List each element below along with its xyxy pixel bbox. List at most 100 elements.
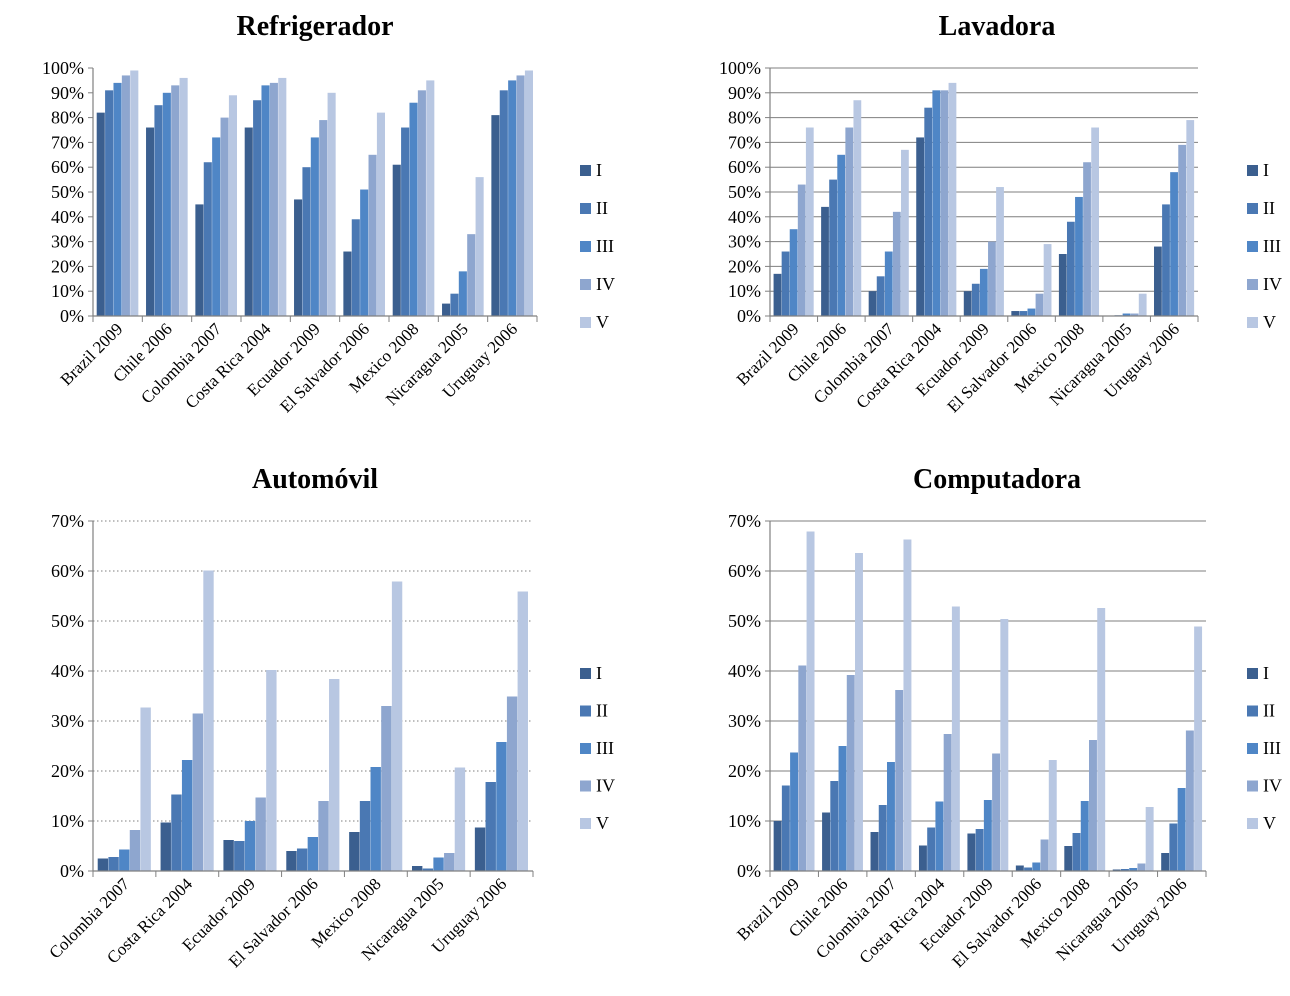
automovil-bar-mexico-2008-iii (370, 767, 381, 871)
automovil-legend-swatch-i (580, 668, 591, 679)
computadora-chart: Computadora0%10%20%30%40%50%60%70%Brazil… (728, 464, 1282, 971)
lavadora-bar-el-salvador-2006-iii (1027, 308, 1036, 316)
automovil-bar-costa-rica-2004-v (203, 570, 214, 871)
automovil-bar-costa-rica-2004-iv (192, 713, 204, 871)
computadora-legend-swatch-ii (1247, 705, 1258, 717)
lavadora-bar-colombia-2007-iv (892, 211, 901, 316)
lavadora-legend-label-ii: II (1263, 198, 1275, 218)
refrigerador-category-label: Costa Rica 2004 (182, 319, 275, 412)
computadora-bar-uruguay-2006-i (1161, 853, 1170, 871)
lavadora-bar-chile-2006-v (853, 100, 862, 317)
lavadora-y-tick-label: 90% (728, 83, 761, 103)
computadora-legend-swatch-iii (1247, 743, 1258, 754)
automovil-legend-swatch-iii (580, 743, 591, 754)
lavadora-bar-ecuador-2009-v (996, 187, 1004, 316)
refrigerador-bar-costa-rica-2004-ii (253, 100, 262, 317)
computadora-bar-ecuador-2009-v (1000, 619, 1009, 871)
lavadora-bar-brazil-2009-iv (797, 184, 806, 316)
automovil-bar-el-salvador-2006-iii (307, 837, 319, 871)
lavadora-legend-label-iii: III (1263, 236, 1281, 256)
lavadora-bar-brazil-2009-i (773, 273, 782, 316)
refrigerador-bar-costa-rica-2004-v (278, 77, 287, 316)
computadora-bar-el-salvador-2006-iii (1032, 862, 1041, 871)
computadora-bar-chile-2006-i (822, 812, 831, 871)
refrigerador-bar-colombia-2007-i (195, 204, 204, 316)
computadora-bar-colombia-2007-ii (878, 805, 887, 871)
computadora-bar-mexico-2008-v (1097, 608, 1106, 871)
computadora-y-tick-label: 10% (728, 811, 761, 831)
computadora-y-tick-label: 70% (728, 511, 761, 531)
refrigerador-bar-nicaragua-2005-iii (458, 271, 467, 316)
computadora-bar-mexico-2008-i (1064, 846, 1073, 871)
automovil-bar-ecuador-2009-v (266, 670, 277, 871)
lavadora-category-label: Nicaragua 2005 (1046, 319, 1136, 409)
refrigerador-bar-costa-rica-2004-iii (261, 85, 270, 316)
lavadora-bar-ecuador-2009-iv (988, 241, 996, 316)
automovil-bar-costa-rica-2004-i (160, 822, 171, 871)
automovil-bar-el-salvador-2006-i (286, 851, 297, 871)
lavadora-bar-ecuador-2009-i (963, 291, 972, 316)
computadora-bar-uruguay-2006-iv (1185, 730, 1194, 871)
computadora-title: Computadora (913, 464, 1081, 495)
refrigerador-chart: Refrigerador 0% 10% 20% 30% 40% 50% 60% 70% 80% 90… (42, 11, 615, 416)
refrigerador-y-tick-label: 80% (51, 108, 84, 128)
lavadora-y-tick-label: 100% (719, 58, 761, 78)
computadora-bar-el-salvador-2006-ii (1024, 867, 1033, 871)
lavadora-legend-swatch-ii (1247, 203, 1258, 214)
refrigerador-legend-label-iv: IV (596, 274, 615, 294)
computadora-bar-brazil-2009-iv (798, 665, 807, 871)
lavadora-bar-colombia-2007-i (868, 291, 877, 316)
computadora-bar-mexico-2008-iii (1080, 801, 1089, 871)
automovil-chart: Automóvil0%10%20%30%40%50%60%70%Colombia… (45, 464, 615, 971)
automovil-y-tick-label: 20% (51, 761, 84, 781)
lavadora-bar-costa-rica-2004-i (916, 137, 925, 316)
computadora-bar-costa-rica-2004-v (951, 606, 960, 871)
refrigerador-bar-brazil-2009-i (96, 112, 105, 316)
lavadora-bar-el-salvador-2006-iv (1035, 293, 1044, 316)
computadora-bar-el-salvador-2006-iv (1040, 839, 1049, 871)
refrigerador-legend-swatch-i (580, 165, 591, 176)
computadora-bar-chile-2006-iii (838, 746, 847, 871)
computadora-bar-nicaragua-2005-v (1145, 807, 1154, 871)
lavadora-bar-el-salvador-2006-v (1043, 244, 1052, 316)
automovil-bar-uruguay-2006-iii (496, 742, 507, 871)
lavadora-title: Lavadora (939, 11, 1056, 42)
automovil-legend-swatch-iv (580, 780, 591, 792)
lavadora-legend-swatch-iii (1247, 241, 1258, 252)
automovil-y-tick-label: 50% (51, 611, 84, 631)
computadora-bar-nicaragua-2005-iv (1137, 863, 1146, 871)
automovil-bar-mexico-2008-ii (359, 801, 371, 871)
lavadora-bar-ecuador-2009-iii (979, 268, 988, 316)
computadora-bar-nicaragua-2005-iii (1129, 868, 1138, 871)
lavadora-bar-colombia-2007-ii (876, 276, 885, 316)
refrigerador-bar-el-salvador-2006-iii (360, 189, 369, 316)
refrigerador-legend-swatch-iii (580, 241, 591, 252)
refrigerador-bar-costa-rica-2004-iv (269, 82, 278, 316)
automovil-y-tick-label: 70% (51, 511, 84, 531)
refrigerador-bar-chile-2006-ii (154, 105, 163, 316)
refrigerador-y-tick-label: 10% (51, 281, 84, 301)
lavadora-y-tick-label: 50% (728, 182, 761, 202)
refrigerador-bar-uruguay-2006-i (491, 115, 500, 317)
lavadora-bar-el-salvador-2006-i (1011, 311, 1020, 316)
lavadora-legend-label-iv: IV (1263, 274, 1282, 294)
refrigerador-y-tick-label: 90% (51, 83, 84, 103)
automovil-bar-mexico-2008-iv (381, 706, 392, 871)
computadora-bar-el-salvador-2006-v (1048, 760, 1057, 871)
computadora-legend-label-v: V (1263, 813, 1276, 833)
refrigerador-bar-colombia-2007-ii (203, 162, 212, 316)
refrigerador-bar-brazil-2009-ii (105, 90, 114, 316)
automovil-bar-nicaragua-2005-iii (433, 857, 444, 871)
lavadora-bar-colombia-2007-v (901, 149, 909, 316)
automovil-legend-label-iv: IV (596, 776, 615, 796)
computadora-bar-costa-rica-2004-i (918, 845, 927, 871)
lavadora-y-tick-label: 60% (728, 157, 761, 177)
refrigerador-bar-chile-2006-iii (162, 92, 171, 316)
automovil-bar-el-salvador-2006-v (329, 679, 340, 871)
computadora-bar-brazil-2009-v (806, 531, 815, 871)
automovil-y-tick-label: 0% (60, 861, 84, 881)
computadora-legend-swatch-i (1247, 668, 1258, 679)
automovil-bar-mexico-2008-i (349, 832, 360, 871)
